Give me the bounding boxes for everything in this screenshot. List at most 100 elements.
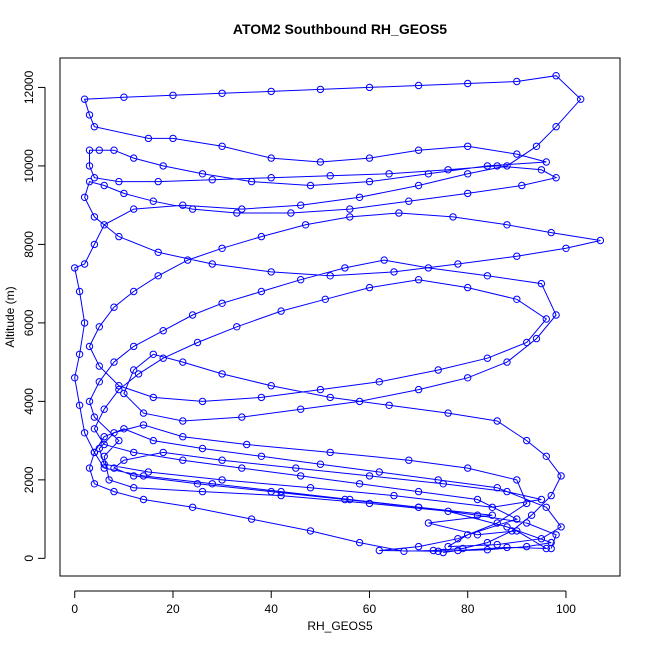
- data-point: [464, 283, 472, 292]
- data-point: [414, 146, 423, 154]
- data-point: [257, 393, 266, 402]
- data-point: [267, 154, 275, 162]
- y-tick-label: 2000: [22, 466, 36, 493]
- data-point: [247, 515, 256, 523]
- data-point: [193, 338, 202, 347]
- data-point: [483, 546, 492, 554]
- data-point: [493, 162, 501, 170]
- data-point: [130, 448, 138, 457]
- data-point: [434, 547, 442, 555]
- data-point: [130, 366, 138, 374]
- data-point: [365, 499, 374, 508]
- data-point: [85, 464, 94, 472]
- data-point: [115, 385, 123, 394]
- data-point: [316, 85, 325, 94]
- data-point: [503, 523, 511, 531]
- data-point: [395, 209, 403, 217]
- data-point: [115, 436, 123, 445]
- data-point: [542, 158, 550, 166]
- data-point: [316, 460, 325, 468]
- data-point: [375, 378, 383, 386]
- data-point: [238, 413, 246, 421]
- data-point: [95, 444, 104, 453]
- data-point: [537, 279, 546, 288]
- data-point: [424, 519, 433, 527]
- data-point: [90, 448, 99, 457]
- data-point: [233, 323, 241, 331]
- data-point: [321, 295, 329, 303]
- data-point: [596, 236, 605, 245]
- data-point: [193, 480, 202, 488]
- data-point: [130, 154, 138, 162]
- x-tick-label: 0: [71, 602, 78, 616]
- data-point: [80, 319, 89, 327]
- data-point: [306, 527, 315, 535]
- data-point: [400, 547, 408, 555]
- data-point: [444, 166, 452, 174]
- data-point: [513, 295, 521, 303]
- series-line: [74, 75, 601, 553]
- data-point: [80, 260, 89, 268]
- data-point: [577, 95, 585, 103]
- data-point: [513, 150, 521, 158]
- data-point: [355, 193, 364, 202]
- data-point: [365, 177, 374, 186]
- data-point: [198, 397, 207, 406]
- data-point: [115, 382, 123, 390]
- data-point: [198, 170, 207, 178]
- data-point: [75, 350, 84, 358]
- y-tick-label: 6000: [22, 309, 36, 336]
- data-point: [144, 134, 153, 143]
- data-point: [483, 272, 492, 280]
- data-point: [71, 374, 79, 382]
- data-point: [454, 546, 462, 555]
- data-point: [390, 268, 398, 276]
- data-point: [355, 397, 364, 406]
- data-point: [179, 358, 187, 366]
- data-point: [188, 205, 197, 213]
- data-point: [149, 197, 158, 205]
- data-point: [405, 456, 413, 464]
- data-point: [130, 287, 138, 296]
- data-point: [523, 338, 531, 347]
- data-point: [414, 503, 423, 511]
- data-point: [414, 542, 423, 551]
- data-point: [542, 452, 550, 460]
- plot-area: [71, 72, 605, 557]
- data-point: [159, 327, 167, 335]
- data-point: [439, 548, 447, 557]
- data-point: [483, 162, 492, 170]
- y-axis-label: Altitude (m): [3, 286, 17, 347]
- data-point: [414, 487, 423, 496]
- data-point: [513, 252, 521, 260]
- x-tick-label: 40: [265, 602, 279, 616]
- data-point: [459, 544, 467, 553]
- data-point: [508, 527, 516, 535]
- data-point: [355, 538, 364, 547]
- data-point: [238, 464, 246, 472]
- data-point: [90, 413, 99, 421]
- data-point: [518, 181, 526, 190]
- data-point: [159, 162, 167, 170]
- y-tick-label: 12000: [22, 70, 36, 104]
- data-point: [154, 248, 162, 257]
- data-point: [169, 134, 177, 143]
- x-tick-label: 20: [166, 602, 180, 616]
- data-point: [306, 181, 315, 190]
- data-point: [523, 542, 531, 551]
- data-point: [532, 142, 541, 151]
- data-point: [277, 491, 285, 500]
- data-point: [90, 174, 99, 182]
- data-point: [218, 299, 226, 307]
- data-point: [542, 544, 550, 553]
- data-point: [169, 91, 177, 100]
- data-point: [95, 146, 104, 154]
- data-point: [85, 397, 94, 406]
- data-point: [297, 405, 305, 413]
- data-point: [120, 425, 128, 433]
- data-point: [115, 177, 123, 186]
- data-point: [444, 507, 452, 515]
- y-tick-label: 8000: [22, 231, 36, 258]
- data-point: [473, 511, 482, 519]
